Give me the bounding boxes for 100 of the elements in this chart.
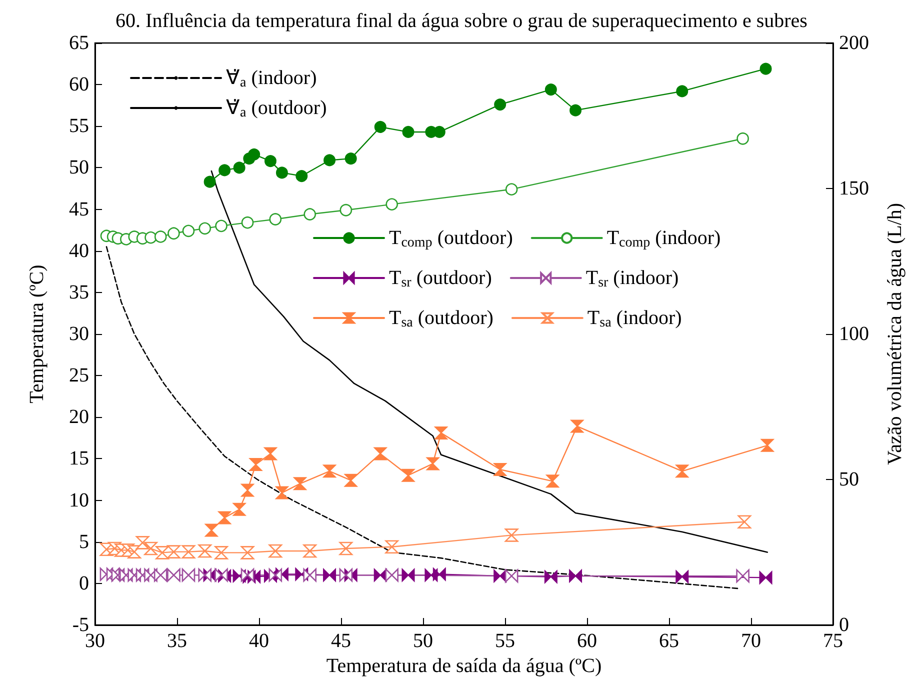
point — [106, 568, 120, 581]
point — [324, 154, 336, 166]
point — [504, 569, 518, 583]
point — [426, 457, 440, 470]
point — [544, 570, 558, 584]
x-tick-label: 45 — [331, 630, 351, 652]
y-tick-label: 25 — [69, 364, 89, 387]
point — [402, 126, 414, 138]
point — [214, 546, 228, 560]
point — [432, 568, 446, 581]
point — [736, 132, 749, 145]
point — [144, 542, 158, 556]
point — [214, 568, 228, 582]
point — [344, 568, 358, 582]
point — [504, 528, 518, 542]
point — [264, 447, 277, 460]
point — [374, 447, 387, 460]
y-tick-label: 15 — [69, 448, 89, 470]
point — [494, 98, 506, 111]
point — [275, 486, 288, 500]
y-tick-label: 5 — [79, 530, 89, 553]
point — [676, 464, 689, 478]
point — [168, 227, 180, 240]
point — [546, 474, 560, 488]
point — [269, 213, 282, 226]
point — [385, 568, 398, 582]
point — [218, 164, 231, 176]
point — [296, 170, 308, 182]
y-tick-label: 0 — [79, 572, 89, 594]
point — [344, 474, 358, 487]
y2-tick-label: 50 — [839, 468, 859, 490]
x-tick-label: 55 — [495, 630, 515, 652]
y2-tick-label: 100 — [839, 323, 869, 345]
point — [156, 546, 169, 560]
point — [198, 568, 212, 582]
point — [136, 568, 150, 582]
point — [268, 544, 282, 558]
y-tick-label: 65 — [69, 32, 89, 54]
point — [215, 220, 228, 232]
point — [111, 568, 125, 582]
point — [570, 104, 582, 116]
y-tick-label: 60 — [69, 74, 89, 96]
point — [374, 120, 386, 133]
x-tick-label: 50 — [413, 630, 433, 652]
point — [249, 458, 262, 472]
point — [154, 230, 167, 243]
x-tick-label: 60 — [577, 630, 597, 652]
y-tick-label: 35 — [69, 281, 89, 304]
line-series — [210, 170, 768, 553]
point — [402, 468, 415, 482]
point — [323, 464, 336, 478]
point — [505, 183, 518, 196]
point — [248, 148, 260, 160]
point — [204, 524, 218, 537]
point — [264, 569, 277, 582]
point — [154, 568, 168, 582]
point — [386, 198, 398, 210]
point — [167, 568, 180, 582]
point — [204, 176, 216, 188]
point — [303, 568, 316, 582]
point — [276, 166, 288, 179]
y2-tick-label: 200 — [839, 32, 869, 54]
point — [339, 542, 353, 556]
point — [570, 420, 584, 433]
y2-tick-label: 150 — [839, 178, 869, 200]
y-tick-label: 30 — [69, 323, 89, 345]
point — [264, 155, 276, 168]
chart-title: 60. Influência da temperatura final da água sobre o grau de superaquecimento e subres — [116, 10, 808, 32]
point — [494, 463, 507, 476]
point — [676, 570, 689, 584]
point — [240, 546, 254, 560]
point — [339, 568, 353, 582]
point — [182, 545, 196, 558]
y-tick-label: 10 — [69, 489, 89, 512]
point — [294, 477, 306, 490]
point — [385, 540, 398, 554]
point — [275, 568, 288, 581]
point — [167, 545, 180, 558]
point — [569, 569, 582, 582]
point — [203, 568, 216, 582]
point — [268, 568, 282, 582]
y-tick-label: 20 — [69, 406, 89, 428]
point — [241, 216, 254, 229]
point — [218, 569, 232, 582]
point — [760, 62, 772, 75]
point — [232, 502, 246, 516]
x-tick-label: 75 — [823, 630, 843, 652]
point — [340, 204, 352, 216]
point — [544, 84, 557, 96]
point — [402, 568, 415, 582]
x-tick-label: 65 — [659, 630, 679, 652]
y2-axis-title: Vazão volumétrica da água (L/h) — [884, 202, 906, 466]
point — [182, 568, 196, 582]
point — [248, 570, 261, 584]
point — [434, 426, 448, 440]
point — [344, 152, 357, 165]
point — [323, 568, 336, 582]
point — [136, 536, 150, 550]
point — [374, 568, 387, 582]
point — [304, 208, 316, 220]
